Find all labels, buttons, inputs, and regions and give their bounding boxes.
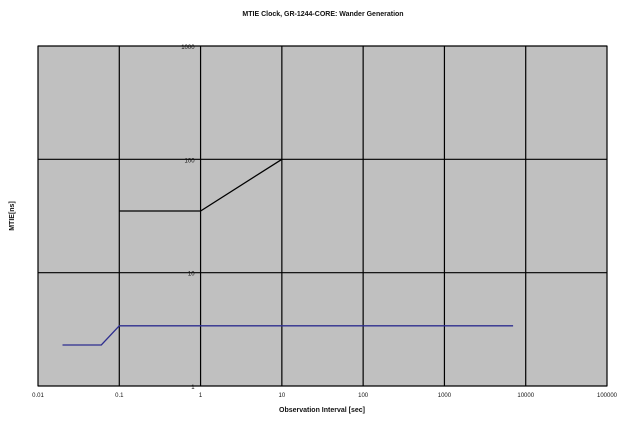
y-tick-labels: 1000 100 10 1	[181, 45, 195, 391]
y-tick-label: 1	[191, 385, 195, 391]
x-tick-label: 100	[358, 393, 369, 399]
grid-lines	[37, 45, 608, 387]
x-tick-label: 10000	[517, 393, 534, 399]
x-tick-label: 0.01	[32, 393, 44, 399]
x-tick-label: 1000	[438, 393, 452, 399]
plot-area	[37, 45, 608, 387]
series-layer	[62, 158, 514, 346]
y-tick-label: 10	[188, 272, 195, 278]
y-axis-label: MTIE[ns]	[9, 201, 16, 231]
y-tick-label: 1000	[181, 45, 195, 51]
measured-line	[62, 325, 514, 346]
y-tick-label: 100	[185, 158, 196, 164]
x-tick-label: 1	[199, 393, 203, 399]
chart-title: MTIE Clock, GR-1244-CORE: Wander Generat…	[242, 11, 403, 18]
x-tick-label: 10	[279, 393, 286, 399]
mask-line	[119, 158, 283, 212]
x-axis-label: Observation Interval [sec]	[279, 407, 365, 414]
x-tick-labels: 0.01 0.1 1 10 100 1000 10000 100000	[32, 393, 618, 399]
x-tick-label: 100000	[597, 393, 618, 399]
x-tick-label: 0.1	[115, 393, 124, 399]
